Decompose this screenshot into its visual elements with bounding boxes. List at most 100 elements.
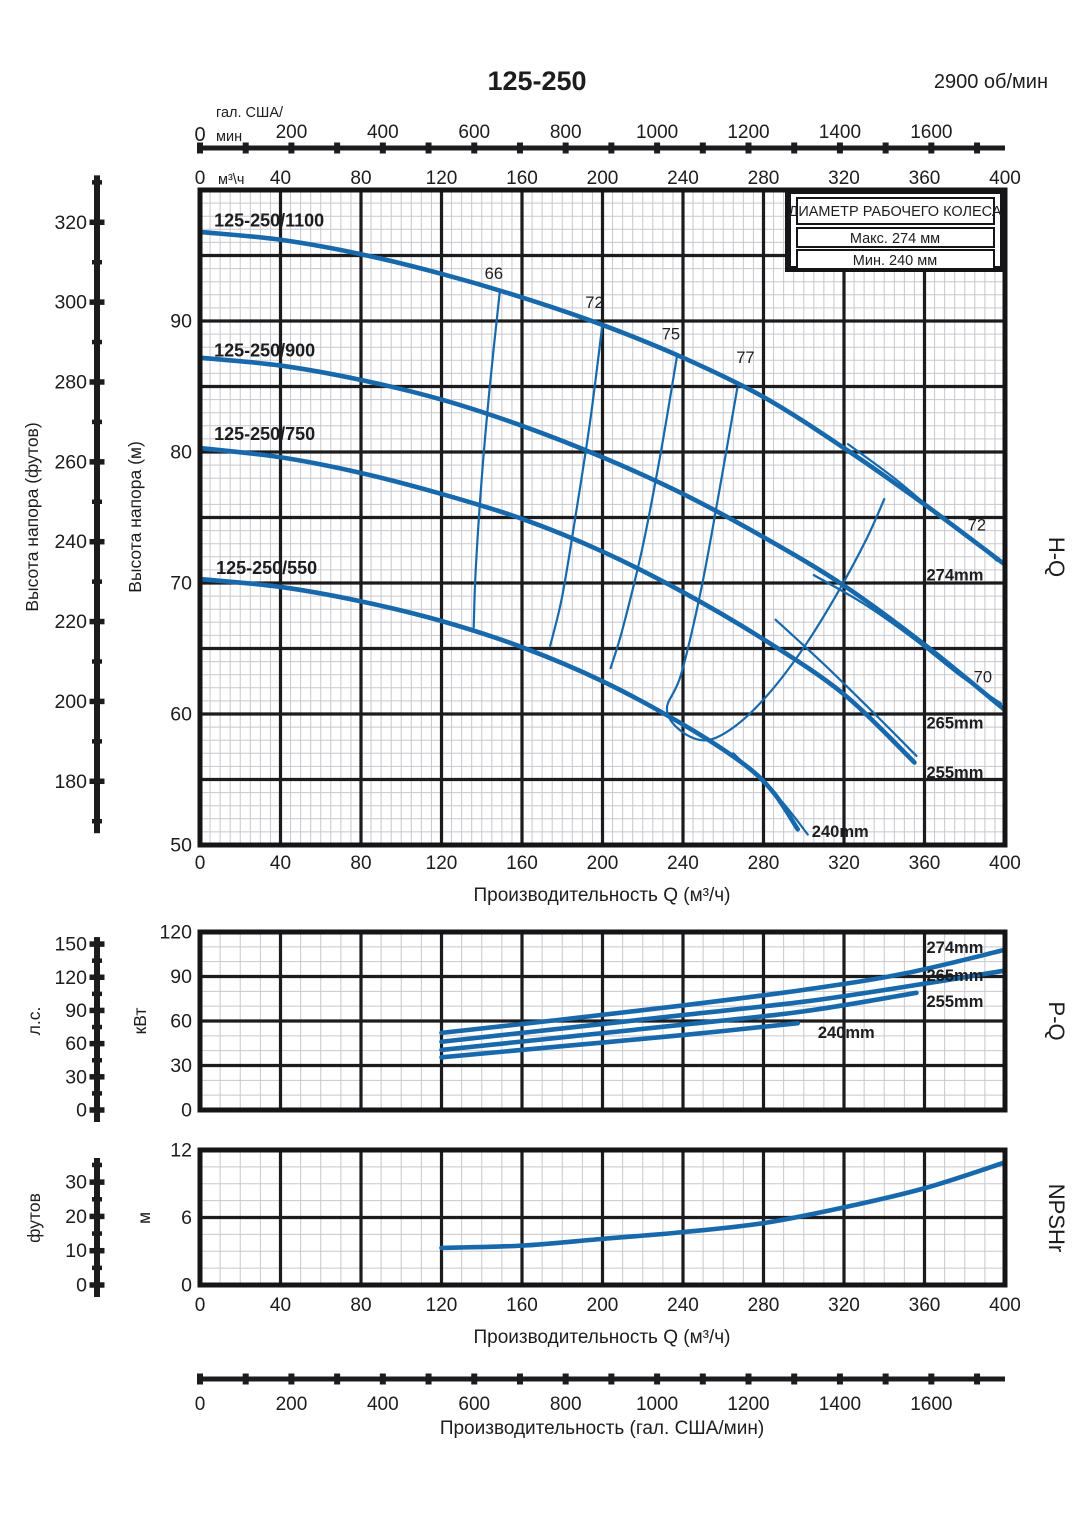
y-tick-label: 70 [170,573,192,595]
ruler-tick-label: 10 [65,1240,87,1262]
flow-axis-tick-label: 1200 [727,122,769,143]
ruler-tick-label: 220 [54,611,87,633]
m3h-zero: 0 [195,168,206,189]
x-tick-label: 360 [909,853,941,874]
flow-axis-tick-label: 1400 [819,1394,861,1415]
flow-axis-tick [562,1373,569,1385]
flow-axis-tick [836,142,843,154]
flow-axis-tick [882,142,889,154]
y-tick-label: 30 [170,1055,192,1077]
curve-125-250-900 [197,355,1008,713]
m3h-tick-label: 280 [748,168,780,189]
ruler-tick-label: 30 [65,1172,87,1194]
flow-axis-tick-label: 1600 [910,1394,952,1415]
flow-axis-tick [197,1373,203,1385]
npshr-side-label: NPSHr [1044,1184,1069,1252]
m3h-tick-label: 120 [426,168,458,189]
ruler-tick-minor [92,659,102,664]
x-tick-label: 80 [350,853,371,874]
efficiency-label: 72 [585,294,603,312]
diameter-label: 240mm [812,823,869,841]
efficiency-label: 75 [662,325,680,343]
flow-axis-bar [200,145,1005,151]
feet-axis-title: Высота напора (футов) [22,422,42,611]
efficiency-label: 70 [974,669,992,687]
flow-axis-tick [654,142,661,154]
flow-axis-tick-label: 1000 [636,122,678,143]
legend-row-cell [796,249,995,270]
y-tick-label: 90 [170,311,192,333]
ruler-tick-major [89,778,105,785]
x-tick-label: 400 [989,853,1021,874]
ruler-tick-label: 30 [65,1066,87,1088]
ruler-tick-minor [92,739,102,744]
ruler-tick-major [89,219,105,226]
flow-axis-tick [288,142,295,154]
flow-axis-tick [654,1373,661,1385]
y-axis-title: Высота напора (м) [125,441,145,593]
x-tick-label: 0 [195,1295,206,1316]
efficiency-curve [774,618,918,758]
ruler-tick-major [89,1107,105,1113]
x-tick-label: 360 [909,1295,941,1316]
flow-axis-tick [379,142,386,154]
curve-label: 125-250/750 [214,424,315,444]
ruler-tick-label: 180 [54,771,87,793]
diameter-label: 265mm [927,714,984,732]
m3h-tick-label: 320 [828,168,860,189]
flow-axis-title: Производительность (гал. США/мин) [440,1418,764,1439]
ruler-tick-label: 300 [54,292,87,314]
flow-axis-tick [974,142,981,154]
ruler-tick-major [89,1179,105,1185]
x-tick-label: 160 [506,1295,538,1316]
ruler-tick-label: 280 [54,371,87,393]
x-tick-label: 40 [270,853,291,874]
x-tick-label: 240 [667,853,699,874]
legend-title: ДИАМЕТР РАБОЧЕГО КОЛЕСА [789,204,1002,220]
flow-axis-tick-label: 1000 [636,1394,678,1415]
flow-axis-tick [425,142,432,154]
ruler-bar [94,175,100,834]
flow-axis-tick [471,1373,478,1385]
flow-axis-tick-label: 600 [458,1394,490,1415]
flow-axis-tick [334,142,341,154]
pq-chart: 274mm 265mm 255mm 240mm 120 90 60 30 0 кВт 150 120 9… [24,922,1069,1122]
ruler-tick-major [89,698,105,705]
flow-axis-tick [745,142,752,154]
x-tick-label: 160 [506,853,538,874]
efficiency-curve-75 [609,355,679,670]
curve-125-250-750 [197,445,917,765]
ruler-tick-major [89,1213,105,1220]
ruler-tick-minor [92,958,102,963]
ruler-tick-label: 200 [54,691,87,713]
ruler-tick-label: 320 [54,212,87,234]
ruler-tick-label: 0 [76,1275,87,1297]
diameter-label: 274mm [927,939,984,957]
m3h-tick-label: 400 [989,168,1021,189]
gal-unit-line2: мин [216,129,242,145]
x-tick-label: 120 [426,1295,458,1316]
ruler-tick-minor [92,499,102,505]
ruler-tick-label: 90 [65,1000,87,1022]
ruler-tick-minor [92,1057,102,1063]
efficiency-curve-77 [665,386,886,742]
efficiency-curve-72 [549,322,604,647]
ruler-tick-major [89,459,105,465]
power-curve-240mm [439,1020,801,1060]
flow-axis-tick-label: 800 [550,1394,582,1415]
x-tick-label: 200 [587,1295,619,1316]
flow-axis-tick [197,142,203,154]
flow-axis-tick [425,1373,432,1385]
efficiency-label: 66 [485,265,503,283]
legend-min-diameter: Мин. 240 мм [853,253,937,269]
flow-axis-tick [516,142,523,154]
ruler-tick-minor [92,339,102,345]
flow-axis-tick-label: 1200 [727,1394,769,1415]
ruler-tick-major [89,379,105,385]
power-curve-255mm [439,990,919,1053]
flow-axis-tick [836,1373,843,1385]
x-tick-label: 320 [828,853,860,874]
flow-axis-tick [608,142,615,154]
diameter-label: 265mm [927,967,984,985]
